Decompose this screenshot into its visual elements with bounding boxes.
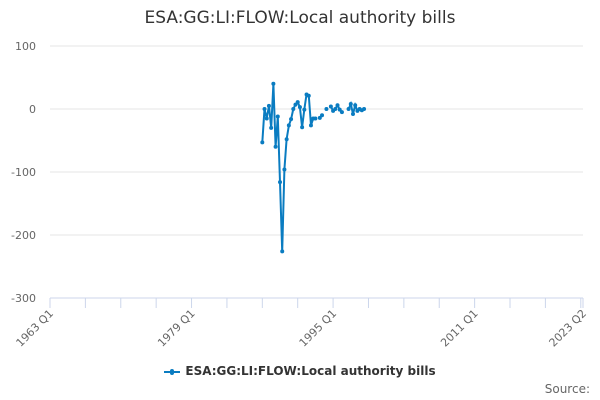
data-point xyxy=(295,100,300,105)
data-point xyxy=(313,116,318,121)
data-point xyxy=(280,249,285,254)
data-point xyxy=(333,107,338,111)
data-point xyxy=(273,144,278,149)
data-point xyxy=(339,110,344,115)
data-point xyxy=(302,107,307,112)
y-tick-label: 100 xyxy=(15,40,36,53)
data-point xyxy=(297,105,302,110)
x-tick-label: 1979 Q1 xyxy=(155,307,198,350)
data-point xyxy=(346,107,351,111)
data-point xyxy=(300,125,305,130)
data-point xyxy=(306,93,311,98)
data-point xyxy=(262,107,267,111)
legend-line-icon xyxy=(164,368,181,375)
data-point xyxy=(324,107,329,111)
y-tick-label: -100 xyxy=(11,166,36,179)
data-point xyxy=(353,103,358,108)
data-point xyxy=(278,180,283,185)
y-tick-label: -300 xyxy=(11,292,36,305)
data-point xyxy=(269,125,274,130)
x-tick-label: 2011 Q1 xyxy=(438,307,481,350)
x-tick-label: 2023 Q2 xyxy=(547,307,590,350)
x-tick-label: 1995 Q1 xyxy=(297,307,340,350)
data-point xyxy=(350,112,355,117)
data-point xyxy=(308,123,313,128)
data-point xyxy=(335,103,340,108)
data-point xyxy=(284,137,289,142)
data-point xyxy=(291,107,296,111)
source-label: Source: xyxy=(544,382,590,396)
legend-item[interactable]: ESA:GG:LI:FLOW:Local authority bills xyxy=(0,364,600,378)
legend-label: ESA:GG:LI:FLOW:Local authority bills xyxy=(185,364,436,378)
chart-title: ESA:GG:LI:FLOW:Local authority bills xyxy=(144,8,456,28)
data-point xyxy=(320,113,325,118)
data-point xyxy=(362,107,367,111)
data-point xyxy=(289,117,294,122)
data-point xyxy=(286,123,291,128)
data-point xyxy=(275,114,280,119)
data-point xyxy=(282,167,287,172)
data-point xyxy=(260,140,265,145)
data-point xyxy=(328,104,333,109)
data-point xyxy=(348,101,353,106)
y-tick-label: -200 xyxy=(11,229,36,242)
data-point xyxy=(266,103,271,108)
x-tick-label: 1963 Q1 xyxy=(14,307,57,350)
data-point xyxy=(271,81,276,86)
data-point xyxy=(264,116,269,121)
y-tick-label: 0 xyxy=(29,103,36,116)
